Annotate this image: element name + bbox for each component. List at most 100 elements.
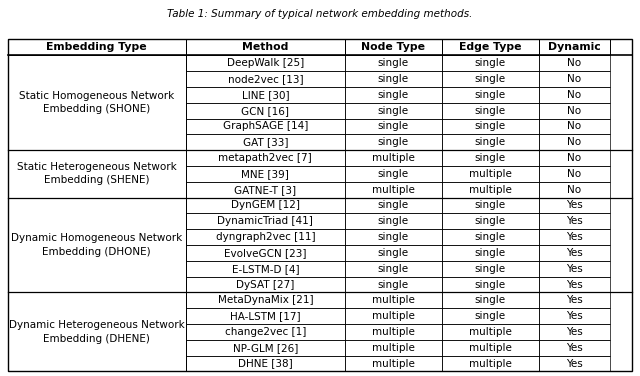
Text: single: single (378, 106, 409, 116)
Text: Yes: Yes (566, 216, 583, 226)
Text: Method: Method (242, 42, 289, 52)
Text: multiple: multiple (372, 295, 415, 305)
Bar (345, 356, 442, 371)
Bar (186, 245, 345, 261)
Text: single: single (475, 90, 506, 100)
Text: DynGEM [12]: DynGEM [12] (231, 200, 300, 211)
Bar (442, 293, 539, 308)
Bar (442, 166, 539, 182)
Bar (186, 356, 345, 371)
Bar (539, 118, 611, 134)
Bar (539, 293, 611, 308)
Text: Yes: Yes (566, 311, 583, 321)
Text: multiple: multiple (372, 327, 415, 337)
Bar (345, 261, 442, 277)
Bar (539, 277, 611, 293)
Bar (442, 39, 539, 55)
Text: No: No (568, 90, 582, 100)
Text: No: No (568, 121, 582, 132)
Text: Yes: Yes (566, 200, 583, 211)
Text: Yes: Yes (566, 327, 583, 337)
Text: GraphSAGE [14]: GraphSAGE [14] (223, 121, 308, 132)
Text: Embedding Type: Embedding Type (46, 42, 147, 52)
Text: single: single (475, 106, 506, 116)
Bar (186, 71, 345, 87)
Text: MNE [39]: MNE [39] (241, 169, 289, 179)
Text: single: single (378, 58, 409, 68)
Text: multiple: multiple (468, 359, 511, 368)
Text: EvolveGCN [23]: EvolveGCN [23] (224, 248, 307, 258)
Text: single: single (475, 58, 506, 68)
Text: HA-LSTM [17]: HA-LSTM [17] (230, 311, 301, 321)
Text: Table 1: Summary of typical network embedding methods.: Table 1: Summary of typical network embe… (167, 9, 473, 20)
Bar (442, 71, 539, 87)
Bar (442, 87, 539, 103)
Bar (442, 245, 539, 261)
Text: NP-GLM [26]: NP-GLM [26] (233, 343, 298, 353)
Bar (442, 277, 539, 293)
Text: Yes: Yes (566, 248, 583, 258)
Bar (186, 150, 345, 166)
Text: Static Homogeneous Network
Embedding (SHONE): Static Homogeneous Network Embedding (SH… (19, 91, 174, 114)
Bar (539, 197, 611, 214)
Bar (8, 293, 186, 371)
Bar (539, 229, 611, 245)
Text: GAT [33]: GAT [33] (243, 137, 288, 147)
Text: single: single (475, 295, 506, 305)
Bar (186, 103, 345, 118)
Text: Dynamic Homogeneous Network
Embedding (DHONE): Dynamic Homogeneous Network Embedding (D… (11, 233, 182, 256)
Bar (186, 340, 345, 356)
Text: E-LSTM-D [4]: E-LSTM-D [4] (232, 264, 299, 274)
Bar (442, 261, 539, 277)
Text: dyngraph2vec [11]: dyngraph2vec [11] (216, 232, 315, 242)
Bar (539, 214, 611, 229)
Text: Dynamic Heterogeneous Network
Embedding (DHENE): Dynamic Heterogeneous Network Embedding … (9, 320, 184, 344)
Bar (539, 55, 611, 71)
Text: No: No (568, 106, 582, 116)
Text: Node Type: Node Type (362, 42, 426, 52)
Bar (539, 134, 611, 150)
Text: No: No (568, 169, 582, 179)
Text: Yes: Yes (566, 279, 583, 290)
Bar (345, 197, 442, 214)
Text: Yes: Yes (566, 359, 583, 368)
Text: MetaDynaMix [21]: MetaDynaMix [21] (218, 295, 313, 305)
Bar (186, 197, 345, 214)
Bar (539, 182, 611, 197)
Text: multiple: multiple (372, 343, 415, 353)
Text: single: single (475, 153, 506, 163)
Text: No: No (568, 74, 582, 84)
Bar (442, 197, 539, 214)
Bar (539, 150, 611, 166)
Text: single: single (475, 121, 506, 132)
Bar (442, 134, 539, 150)
Bar (345, 103, 442, 118)
Text: single: single (378, 248, 409, 258)
Text: single: single (378, 90, 409, 100)
Bar (442, 229, 539, 245)
Bar (539, 245, 611, 261)
Bar (345, 245, 442, 261)
Text: multiple: multiple (372, 185, 415, 195)
Bar (442, 103, 539, 118)
Text: GCN [16]: GCN [16] (241, 106, 289, 116)
Bar (345, 134, 442, 150)
Bar (186, 134, 345, 150)
Bar (345, 229, 442, 245)
Bar (345, 71, 442, 87)
Text: DHNE [38]: DHNE [38] (238, 359, 292, 368)
Bar (345, 324, 442, 340)
Bar (345, 118, 442, 134)
Bar (442, 55, 539, 71)
Bar (186, 229, 345, 245)
Text: DeepWalk [25]: DeepWalk [25] (227, 58, 304, 68)
Bar (186, 293, 345, 308)
Bar (345, 182, 442, 197)
Bar (8, 39, 632, 371)
Bar (345, 340, 442, 356)
Bar (539, 261, 611, 277)
Bar (186, 87, 345, 103)
Text: No: No (568, 185, 582, 195)
Bar (186, 39, 345, 55)
Text: single: single (378, 137, 409, 147)
